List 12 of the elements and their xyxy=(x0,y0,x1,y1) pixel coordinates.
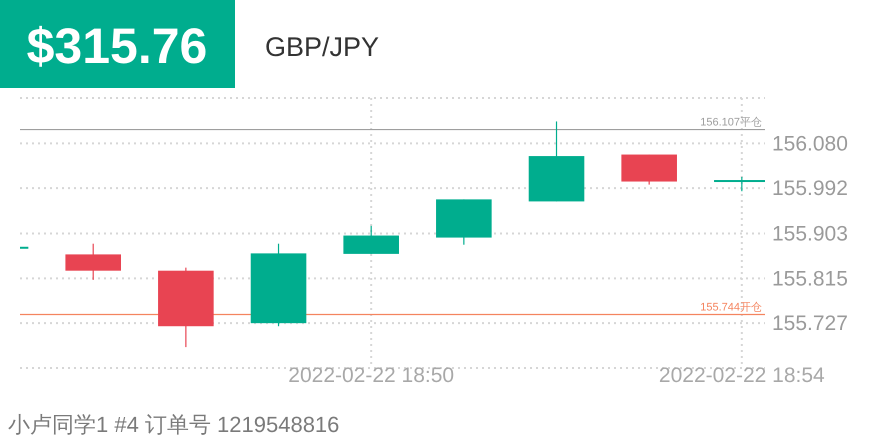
y-tick-label: 155.815 xyxy=(772,267,848,290)
text: 小卢同学1 #4 订单号 1219548816 xyxy=(8,412,340,437)
x-tick-label: 2022-02-22 18:50 xyxy=(288,364,454,387)
y-tick-label: 156.080 xyxy=(772,132,848,156)
y-tick-label: 155.992 xyxy=(772,177,848,200)
y-tick-label: 155.903 xyxy=(772,222,848,246)
ref-line-label: 155.744开仓 xyxy=(700,302,762,314)
ref-line-label: 156.107平仓 xyxy=(700,116,762,129)
x-tick-label: 2022-02-22 18:54 xyxy=(658,364,826,387)
y-tick-label: 155.727 xyxy=(772,312,848,336)
chart-subtitle: $315.76 xyxy=(26,18,208,74)
chart-title: GBP/JPY xyxy=(265,32,380,62)
